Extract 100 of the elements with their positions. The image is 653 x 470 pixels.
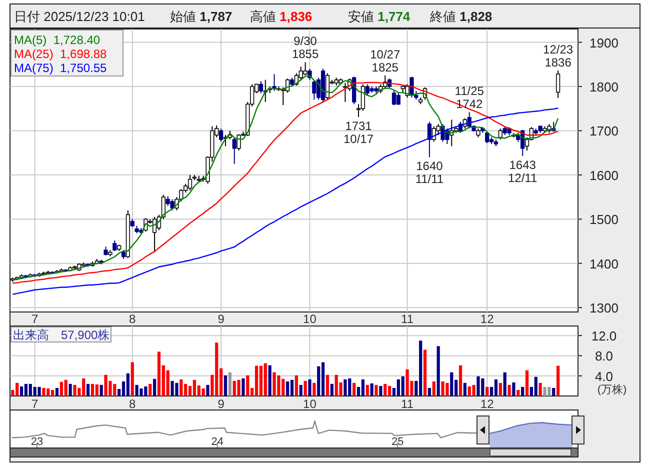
bar (525, 370, 529, 396)
x-tick-label: 11 (401, 397, 414, 411)
annotation: 10/17 (344, 132, 374, 146)
bar (294, 375, 298, 396)
bar (508, 384, 511, 396)
bar (202, 388, 205, 396)
annotation: 12/11 (508, 170, 538, 185)
bar (428, 388, 432, 396)
bar (55, 388, 59, 396)
y-tick-label: 1300 (590, 300, 618, 316)
bar (264, 363, 267, 396)
bar (73, 384, 76, 396)
text: 高値 1,836 (250, 9, 312, 24)
bar (458, 365, 462, 396)
bar (228, 372, 232, 396)
candlestick (325, 72, 330, 100)
x-tick-label: 11 (401, 312, 414, 326)
x-tick-label: 9 (218, 312, 225, 326)
bar (379, 386, 382, 396)
bar (476, 376, 480, 396)
bar (299, 384, 302, 396)
bar (552, 388, 556, 396)
x-tick-label: 8 (129, 312, 136, 326)
bar (246, 375, 250, 396)
y-tick-label: 12.0 (591, 328, 617, 344)
text: 安値 1,774 (348, 9, 411, 24)
bar (516, 390, 520, 396)
x-tick-label: 10 (303, 397, 317, 411)
x-tick-label: 12 (480, 397, 494, 411)
y-tick-label: 4.0 (594, 368, 614, 384)
bar (534, 376, 538, 396)
bar (321, 362, 325, 396)
y-tick-label: 1600 (590, 168, 618, 183)
bar (259, 366, 263, 396)
candlestick (188, 174, 192, 191)
bar (556, 366, 560, 396)
bar (24, 384, 28, 396)
candlestick (556, 70, 560, 98)
bar (374, 384, 378, 396)
bar (157, 352, 161, 396)
candlestick (152, 216, 157, 253)
bar (290, 380, 294, 396)
text: 始値 1,787 (170, 9, 232, 24)
x-tick-label: 23 (30, 436, 44, 448)
annotation: 1731 (345, 118, 372, 133)
bar (42, 388, 46, 396)
candlestick (410, 76, 414, 98)
candlestick (405, 84, 410, 98)
candlestick (218, 128, 224, 142)
text: 終値 1,828 (429, 9, 492, 24)
bar (494, 379, 498, 396)
bar (140, 388, 143, 396)
annotation: 10/27 (370, 47, 400, 62)
bar (538, 382, 542, 396)
bar (268, 365, 272, 396)
x-tick-label: 8 (129, 397, 136, 411)
bar (126, 373, 130, 396)
chart-title: 日付 2025/12/23 10:01 (14, 9, 145, 24)
bar (370, 383, 374, 396)
x-tick-label: 12 (480, 312, 494, 326)
candlestick (427, 121, 432, 158)
bar (432, 381, 436, 396)
bar (180, 379, 183, 396)
bar (206, 384, 210, 396)
bar (450, 372, 454, 396)
bar (503, 372, 506, 396)
candlestick (312, 79, 316, 100)
bar (254, 366, 258, 396)
bar (472, 384, 476, 396)
bar (68, 384, 72, 396)
annotation: 1836 (544, 56, 572, 70)
bar (330, 384, 334, 396)
bar (237, 380, 240, 396)
y-tick-label: 1700 (590, 124, 618, 139)
bar (512, 382, 516, 396)
annotation: 9/30 (294, 34, 318, 48)
candlestick (396, 92, 400, 106)
bar (366, 384, 369, 396)
bar (130, 362, 134, 396)
y-tick-label: 8.0 (594, 348, 614, 364)
bar (401, 376, 404, 396)
bar (486, 386, 489, 396)
x-tick-label: 10 (303, 312, 317, 326)
bar (38, 386, 41, 396)
bar (90, 384, 94, 396)
candlestick (112, 240, 117, 252)
bar (326, 374, 330, 396)
bar (317, 366, 320, 396)
bar (95, 384, 98, 396)
line-series (12, 108, 559, 295)
bar (521, 386, 524, 396)
annotation: 1855 (292, 47, 319, 62)
bar (86, 384, 90, 396)
bar (352, 382, 356, 396)
bar (423, 350, 427, 396)
candlestick (360, 84, 366, 112)
bar (436, 346, 440, 396)
x-tick-label: 7 (31, 397, 38, 411)
bar (361, 379, 364, 396)
annotation: 1742 (456, 97, 484, 112)
